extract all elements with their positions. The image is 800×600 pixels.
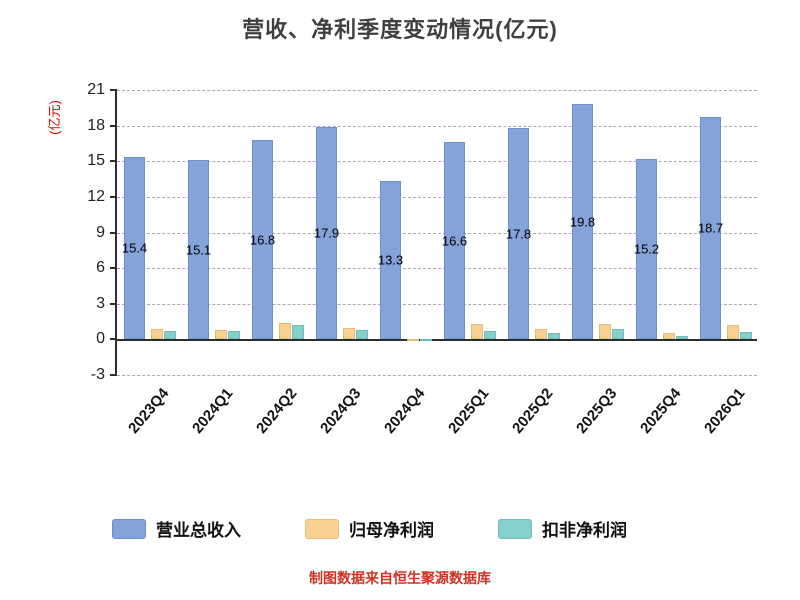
y-tick-label: 21 — [87, 81, 105, 98]
y-gridline — [117, 125, 757, 127]
bar-deducted-net-profit — [420, 339, 432, 342]
bar-value-label: 18.7 — [697, 220, 724, 236]
plot-area: 21 18 15 12 9 6 3 0 -3 15.4 2023Q4 15.1 2024Q1 16.8 20… — [87, 81, 757, 437]
x-axis-label: 2024Q3 — [316, 385, 365, 437]
bar-net-profit — [727, 325, 739, 340]
bar-total-revenue — [636, 158, 657, 340]
y-gridline — [117, 161, 757, 163]
bar-total-revenue — [444, 142, 465, 340]
y-gridline — [117, 303, 757, 305]
y-gridline — [117, 268, 757, 270]
legend-item-deducted-net-profit[interactable]: 扣非净利润 — [498, 516, 627, 541]
bar-deducted-net-profit — [740, 332, 752, 340]
bar-deducted-net-profit — [164, 331, 176, 340]
y-tickmark — [110, 374, 117, 376]
legend-label: 归母净利润 — [349, 521, 434, 540]
y-tick-label: 0 — [96, 330, 105, 348]
y-gridline — [117, 232, 757, 234]
x-axis-label: 2023Q4 — [124, 385, 173, 437]
legend-swatch-net-profit — [305, 518, 339, 539]
bar-net-profit — [471, 323, 483, 340]
y-tickmark — [110, 302, 117, 305]
legend-label: 扣非净利润 — [542, 521, 627, 540]
bar-net-profit — [407, 338, 419, 341]
bar-net-profit — [343, 327, 355, 340]
legend-swatch-deducted-net-profit — [498, 518, 532, 539]
y-gridline — [117, 196, 757, 198]
y-tick-label: 15 — [87, 152, 105, 170]
bar-value-label: 15.1 — [185, 242, 212, 258]
x-axis-label: 2025Q4 — [636, 385, 685, 437]
legend-swatch-total-revenue — [112, 518, 146, 539]
bar-value-label: 17.8 — [505, 226, 532, 242]
legend-item-net-profit[interactable]: 归母净利润 — [305, 516, 434, 541]
x-axis-zero-line — [117, 339, 757, 342]
y-tickmark — [110, 124, 117, 127]
bar-value-label: 19.8 — [569, 214, 596, 230]
y-tickmark — [110, 89, 117, 91]
y-tickmark — [110, 231, 117, 234]
bar-value-label: 16.8 — [249, 232, 276, 248]
y-tickmark — [110, 338, 117, 341]
y-tick-label: 12 — [87, 187, 105, 205]
bar-total-revenue — [508, 128, 529, 340]
bar-deducted-net-profit — [292, 325, 304, 340]
legend-label: 营业总收入 — [156, 521, 241, 540]
y-tick-label: 6 — [96, 259, 105, 277]
bar-total-revenue — [380, 181, 401, 340]
y-tick-label: 18 — [87, 116, 105, 134]
data-source-note: 制图数据来自恒生聚源数据库 — [309, 570, 491, 586]
x-axis-label: 2024Q1 — [188, 385, 237, 437]
y-axis-title: (亿元) — [46, 100, 62, 135]
bar-value-label: 15.2 — [633, 241, 660, 257]
bar-deducted-net-profit — [548, 333, 560, 340]
y-tick-label: 3 — [96, 294, 105, 312]
bar-net-profit — [663, 333, 675, 340]
legend: 营业总收入 归母净利润 扣非净利润 — [112, 516, 627, 541]
bar-total-revenue — [700, 117, 721, 340]
y-tickmark — [110, 160, 117, 163]
legend-item-total-revenue[interactable]: 营业总收入 — [112, 516, 241, 541]
bar-deducted-net-profit — [484, 331, 496, 340]
bar-value-label: 17.9 — [313, 225, 340, 241]
y-gridline — [117, 375, 757, 376]
bar-value-label: 16.6 — [441, 233, 468, 249]
bar-deducted-net-profit — [228, 331, 240, 340]
bar-net-profit — [599, 323, 611, 340]
y-tick-label: -3 — [90, 366, 105, 383]
bar-net-profit — [151, 328, 163, 340]
bar-deducted-net-profit — [612, 328, 624, 340]
x-axis-label: 2024Q2 — [252, 385, 301, 437]
bar-deducted-net-profit — [676, 335, 688, 340]
bar-total-revenue — [252, 139, 273, 340]
chart-title: 营收、净利季度变动情况(亿元) — [242, 17, 558, 42]
bar-total-revenue — [124, 156, 145, 340]
bar-net-profit — [215, 329, 227, 340]
x-axis-label: 2026Q1 — [700, 385, 749, 437]
x-axis-label: 2025Q2 — [508, 385, 557, 437]
y-tickmark — [110, 267, 117, 270]
x-axis-label: 2025Q3 — [572, 385, 621, 437]
bar-value-label: 15.4 — [121, 240, 148, 256]
bar-net-profit — [279, 322, 291, 340]
bar-net-profit — [535, 328, 547, 340]
bar-deducted-net-profit — [356, 329, 368, 340]
bar-total-revenue — [572, 104, 593, 340]
bar-value-label: 13.3 — [377, 252, 404, 268]
bar-total-revenue — [316, 126, 337, 340]
bar-total-revenue — [188, 160, 209, 340]
x-axis-label: 2024Q4 — [380, 385, 429, 437]
x-axis-label: 2025Q1 — [444, 385, 493, 437]
y-tickmark — [110, 195, 117, 198]
y-tick-label: 9 — [96, 223, 105, 241]
y-gridline — [117, 90, 757, 91]
